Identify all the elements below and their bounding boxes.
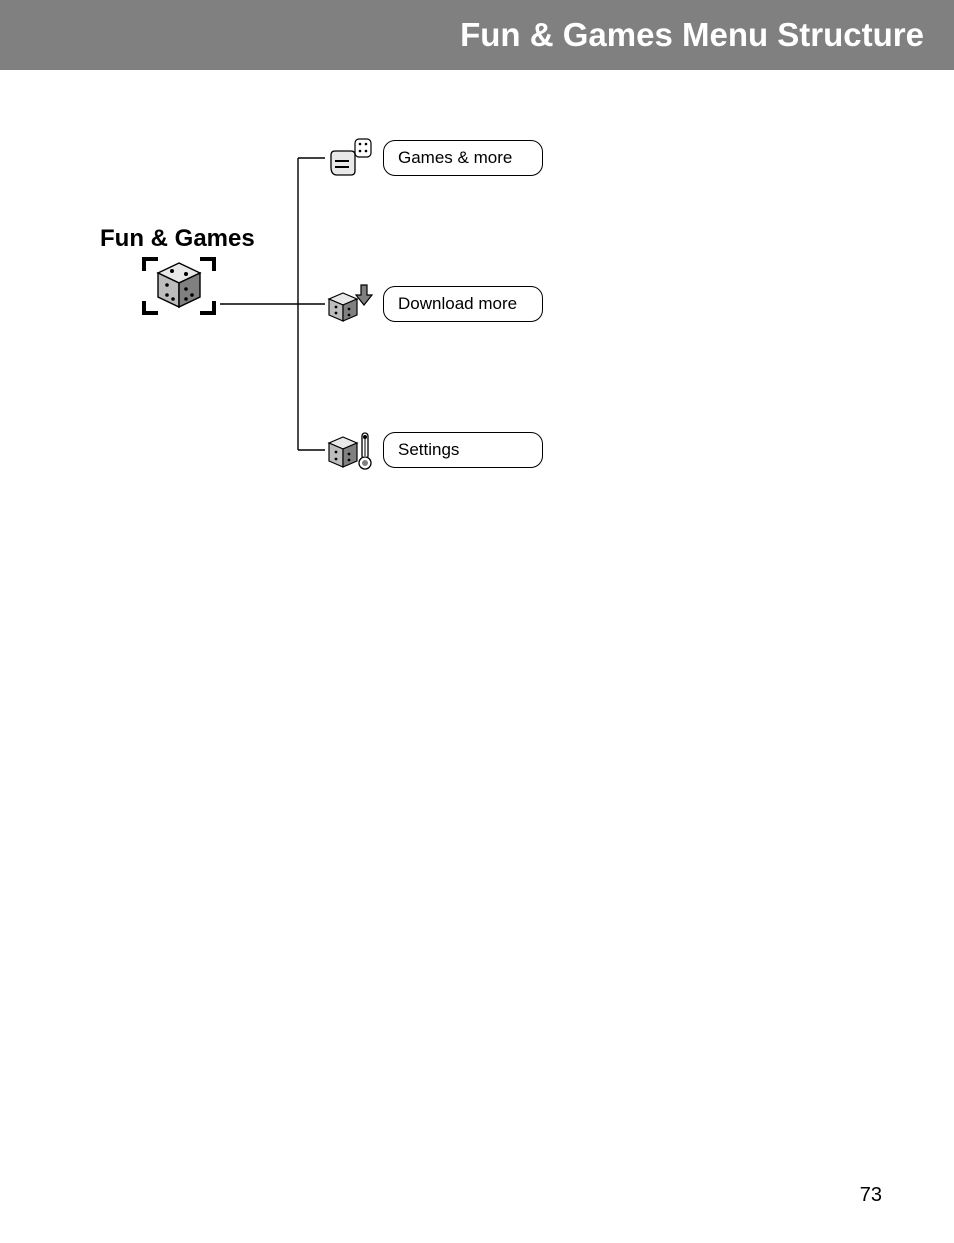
tree-child-settings: Settings [325, 426, 543, 474]
header-bar: Fun & Games Menu Structure [0, 0, 954, 70]
dice-download-icon [325, 279, 375, 329]
root-label: Fun & Games [100, 225, 255, 253]
tree-child-download-more: Download more [325, 280, 543, 328]
page-title: Fun & Games Menu Structure [460, 16, 924, 54]
menu-tree-diagram: Fun & Games [100, 120, 600, 500]
folder-card-icon [325, 133, 375, 183]
dice-thermometer-icon [325, 425, 375, 475]
tree-child-label: Games & more [383, 140, 543, 176]
tree-child-label: Download more [383, 286, 543, 322]
tree-child-games-more: Games & more [325, 134, 543, 182]
tree-child-label: Settings [383, 432, 543, 468]
dice-bracket-icon [140, 255, 218, 317]
page-number: 73 [860, 1184, 882, 1207]
